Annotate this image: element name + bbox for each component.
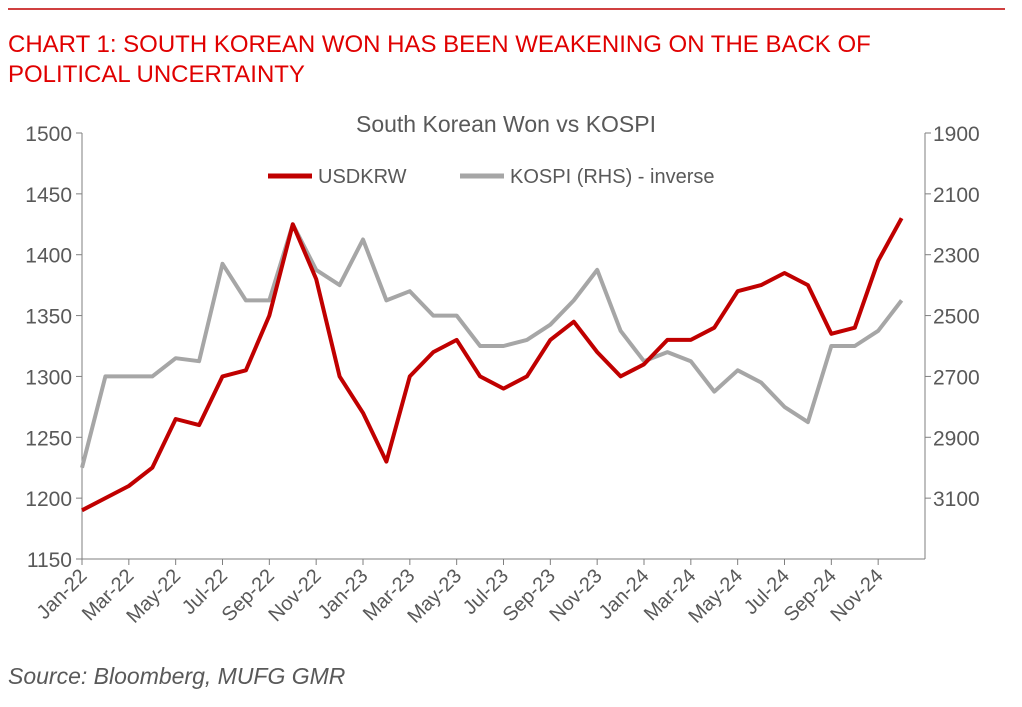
- y-tick-label: 1250: [25, 427, 72, 450]
- y-tick-label: 1300: [25, 366, 72, 389]
- x-tick-label: Nov-24: [827, 565, 888, 626]
- y-tick-label: 1200: [25, 488, 72, 511]
- legend-label: USDKRW: [318, 166, 407, 188]
- x-tick-label: Nov-23: [546, 565, 607, 626]
- y-tick-label: 1500: [25, 123, 72, 146]
- y-tick-label: 1400: [25, 245, 72, 268]
- series-line: [80, 222, 904, 469]
- y2-tick-label: 2300: [933, 245, 980, 268]
- header: CHART 1: SOUTH KOREAN WON HAS BEEN WEAKE…: [8, 31, 871, 88]
- x-tick-label: Nov-22: [265, 565, 326, 626]
- series-line: [81, 217, 904, 513]
- y2-tick-label: 2900: [933, 427, 980, 450]
- legend-label: KOSPI (RHS) - inverse: [510, 166, 714, 188]
- y2-tick-label: 2500: [933, 306, 980, 329]
- y-tick-label: 1350: [25, 306, 72, 329]
- y-tick-label: 1150: [27, 549, 72, 572]
- y2-tick-label: 3100: [933, 488, 980, 511]
- y2-tick-label: 2100: [933, 184, 980, 207]
- chart-title: South Korean Won vs KOSPI: [356, 111, 656, 137]
- y2-tick-label: 2700: [933, 366, 980, 389]
- source: Source: Bloomberg, MUFG GMR: [8, 663, 345, 689]
- y2-tick-label: 1900: [933, 123, 980, 146]
- y-tick-label: 1450: [25, 184, 72, 207]
